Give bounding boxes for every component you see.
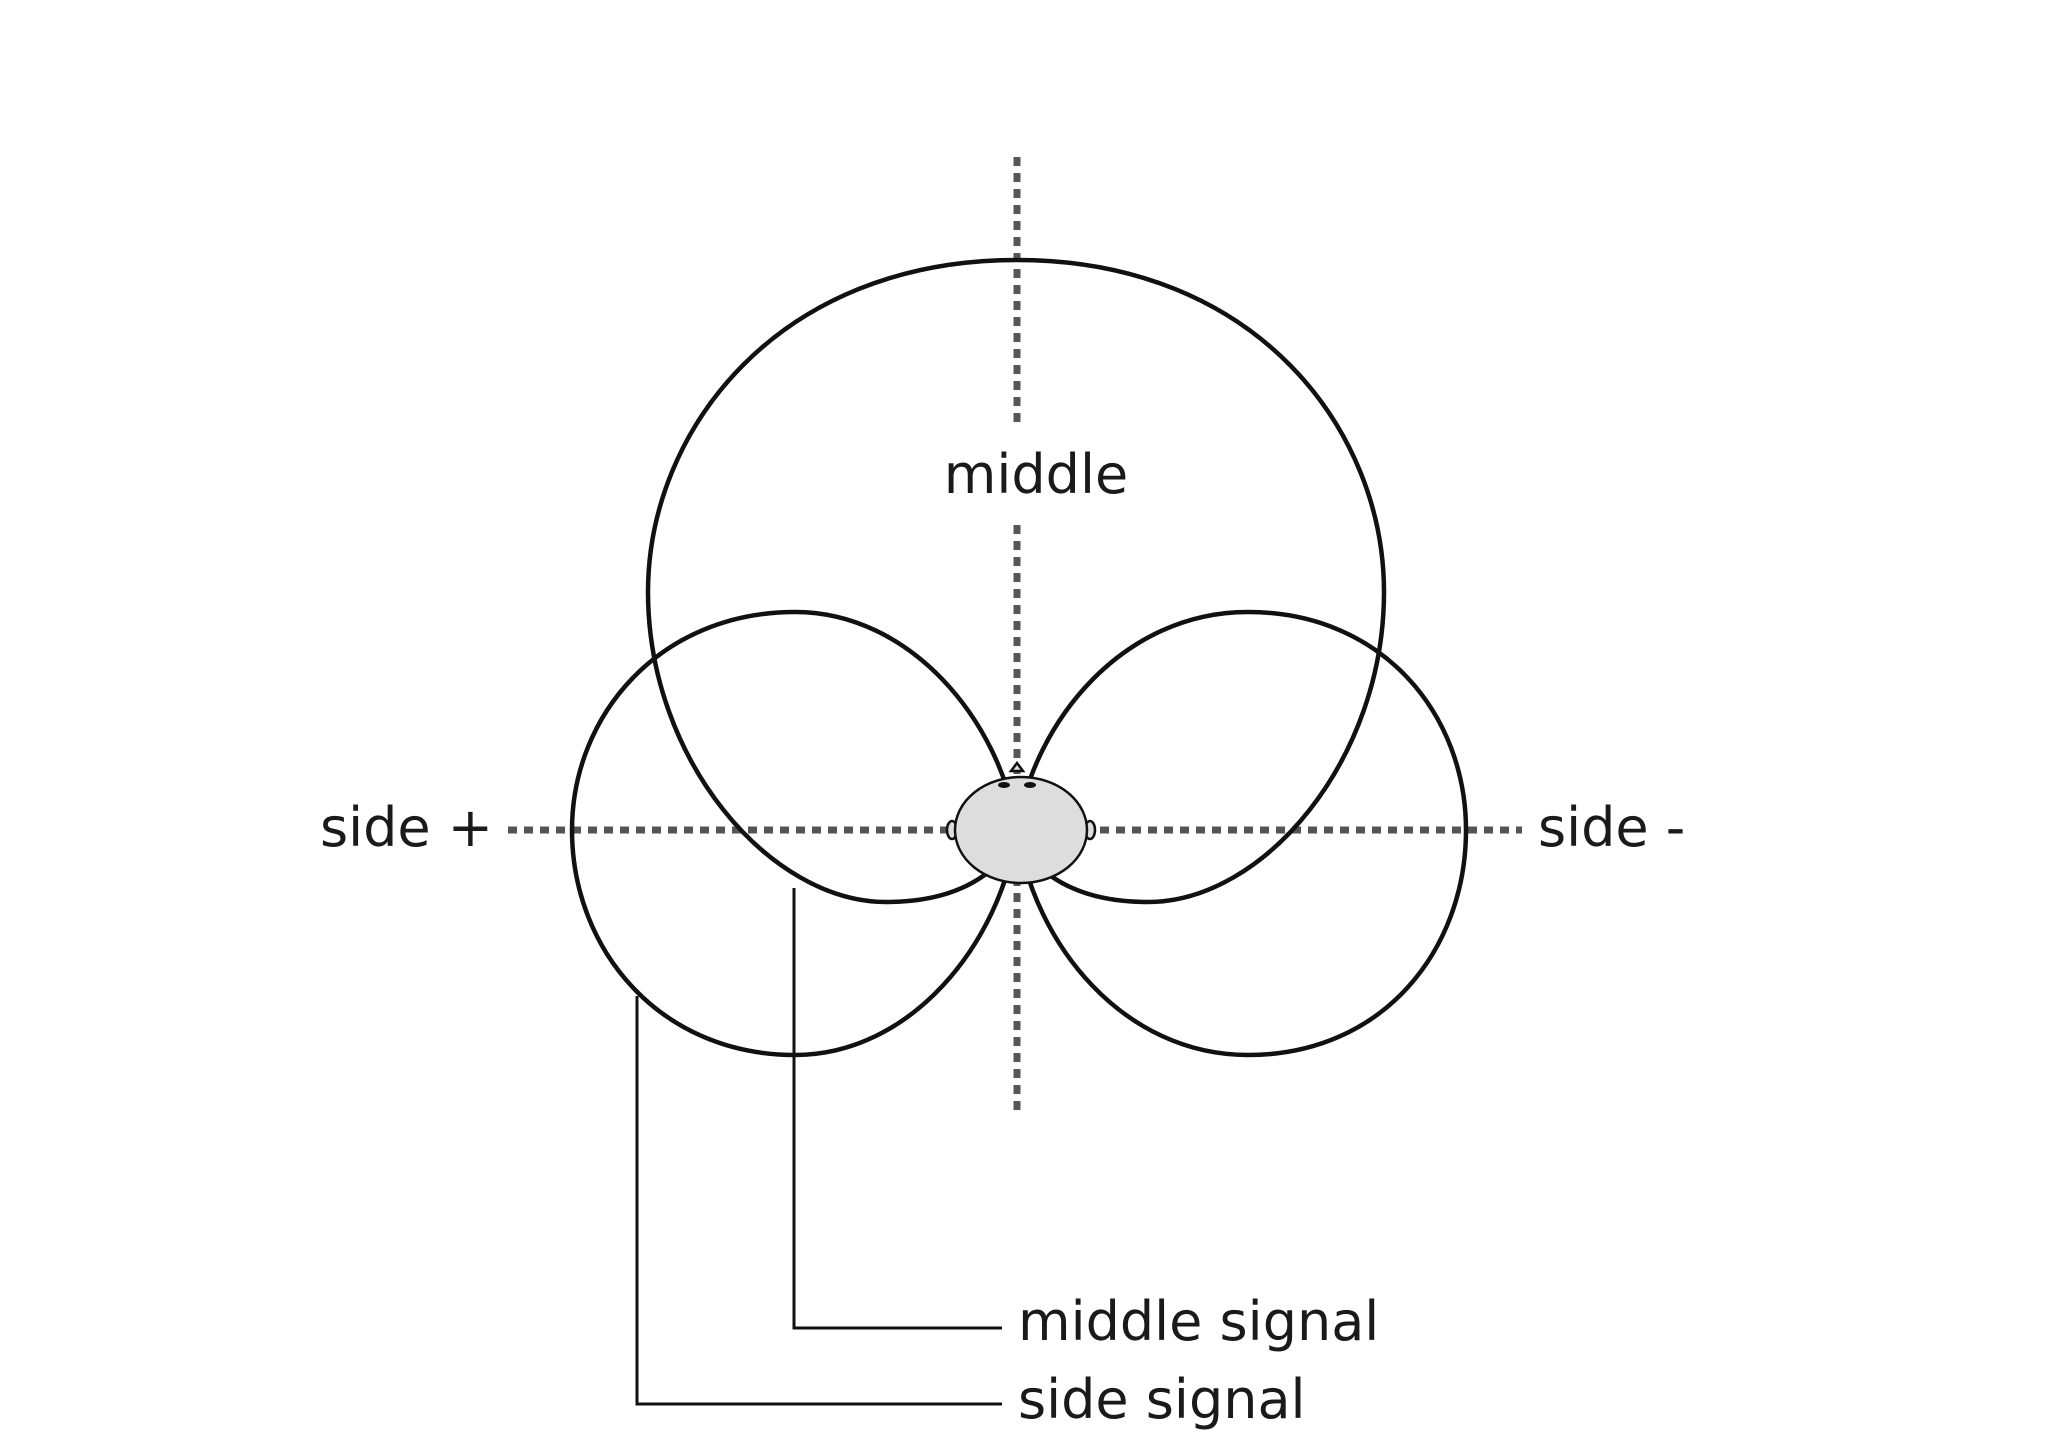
side-signal-label: side signal	[1018, 1368, 1306, 1431]
side-minus-label: side -	[1538, 796, 1685, 859]
side-signal-leader	[635, 996, 1002, 1406]
side-signal-lobe-left	[569, 609, 1020, 1058]
middle-signal-leader	[792, 888, 1002, 1330]
listener-head-icon	[945, 760, 1097, 885]
middle-signal-label: middle signal	[1018, 1290, 1379, 1353]
side-plus-label: side +	[320, 796, 493, 859]
side-signal-lobe-right	[1014, 609, 1469, 1058]
middle-label: middle	[944, 443, 1128, 506]
